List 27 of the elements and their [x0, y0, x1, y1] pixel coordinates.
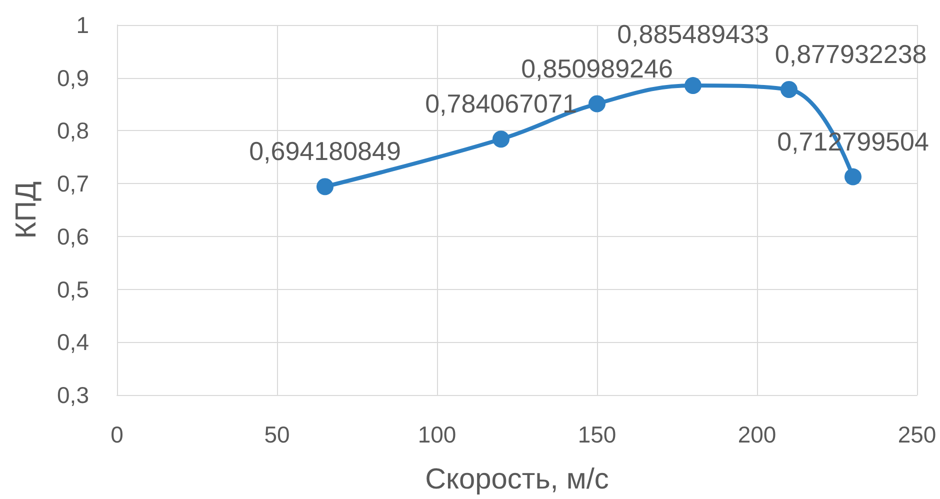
y-tick-label: 0,4	[57, 329, 90, 356]
data-label: 0,850989246	[521, 53, 673, 84]
data-label: 0,885489433	[617, 18, 769, 49]
y-tick-label: 1	[76, 12, 89, 38]
y-tick-label: 0,5	[57, 276, 89, 302]
y-tick-label: 0,8	[57, 118, 89, 144]
y-tick-label: 0,3	[57, 382, 89, 408]
x-tick-label: 100	[418, 422, 456, 448]
data-label: 0,694180849	[249, 136, 401, 166]
x-tick-label: 200	[738, 422, 776, 448]
x-tick-label: 250	[898, 422, 936, 448]
data-label: 0,784067071	[425, 88, 577, 119]
point	[780, 81, 798, 98]
y-tick-label: 0,7	[57, 170, 89, 197]
x-tick-label: 50	[264, 422, 290, 448]
x-tick-label: 150	[578, 422, 616, 448]
x-axis-title: Скорость, м/с	[425, 464, 609, 496]
data-label: 0,877932238	[774, 39, 927, 70]
y-tick-label: 0,6	[57, 223, 89, 250]
y-axis-title: КПД	[10, 180, 42, 239]
y-tick-label: 0,9	[57, 64, 89, 91]
point	[588, 95, 606, 112]
point	[844, 168, 862, 186]
x-tick-label: 0	[110, 422, 124, 448]
point	[492, 130, 510, 148]
point	[316, 178, 334, 196]
point	[684, 77, 702, 94]
